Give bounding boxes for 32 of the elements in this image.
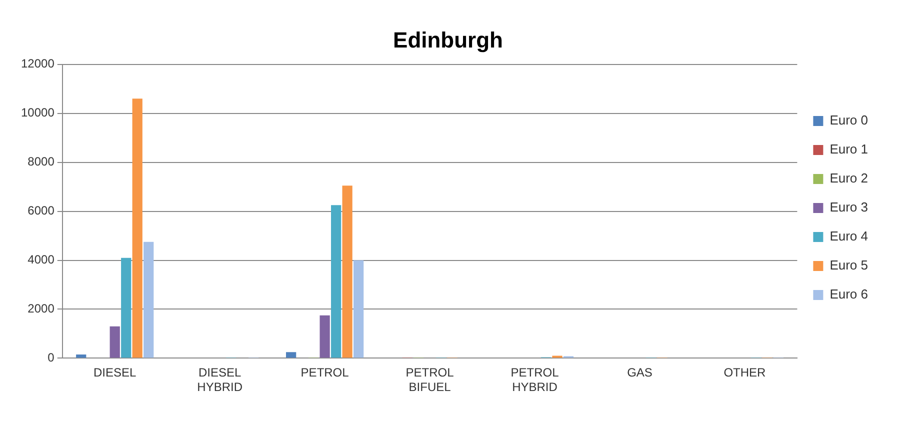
x-tick-label: GAS [627, 366, 652, 380]
y-tick-label: 6000 [28, 204, 55, 218]
x-tick-label: DIESEL HYBRID [197, 366, 243, 394]
x-tick-label: PETROL BIFUEL [406, 366, 454, 394]
legend-label: Euro 0 [830, 112, 868, 128]
y-tick-label: 4000 [28, 252, 55, 267]
bar [320, 315, 330, 358]
y-tick-label: 0 [48, 350, 55, 365]
bar [132, 98, 142, 358]
y-tick-label: 10000 [20, 106, 55, 120]
bar [353, 260, 364, 358]
legend-label: Euro 5 [830, 258, 868, 273]
legend-label: Euro 2 [830, 170, 868, 186]
bar [76, 354, 86, 358]
bar [144, 242, 154, 358]
legend-label: Euro 1 [830, 142, 868, 157]
bar [110, 326, 120, 358]
y-tick-label: 2000 [28, 302, 55, 316]
y-tick-label: 8000 [28, 154, 55, 169]
bar [121, 258, 132, 358]
bar [330, 205, 342, 358]
legend-label: Euro 3 [830, 200, 868, 215]
chart-title: Edinburgh [393, 27, 503, 52]
x-tick-label: PETROL HYBRID [510, 366, 560, 394]
x-tick-label: PETROL [300, 366, 350, 380]
y-tick-label: 12000 [20, 56, 55, 71]
x-tick-label: OTHER [724, 366, 766, 380]
bar [342, 186, 352, 358]
legend-label: Euro 6 [830, 286, 868, 302]
x-tick-label: DIESEL [94, 366, 137, 380]
bar [286, 352, 296, 358]
legend-label: Euro 4 [830, 228, 868, 244]
